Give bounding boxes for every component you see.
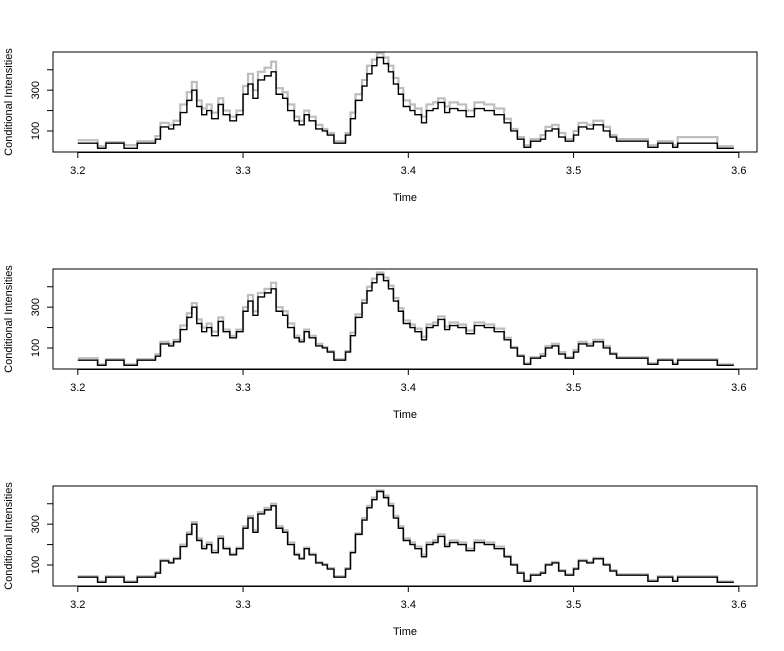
y-tick-label: 100: [30, 339, 42, 357]
y-tick-label: 300: [30, 298, 42, 316]
intensity-line: [77, 489, 734, 583]
x-tick-label: 3.5: [566, 165, 581, 177]
y-tick-label: 300: [30, 515, 42, 533]
intensity-line: [77, 56, 734, 150]
intensity-line: [77, 271, 734, 366]
x-tick-label: 3.6: [731, 382, 746, 394]
x-tick-label: 3.3: [235, 165, 250, 177]
x-tick-label: 3.3: [235, 599, 250, 611]
x-tick-label: 3.5: [566, 599, 581, 611]
x-axis-title: Time: [393, 626, 417, 638]
y-axis-title: Conditional Intensities: [3, 265, 15, 373]
x-tick-label: 3.6: [731, 599, 746, 611]
y-tick-label: 100: [30, 122, 42, 140]
x-tick-label: 3.2: [70, 382, 85, 394]
x-axis-title: Time: [393, 192, 417, 204]
y-axis-title: Conditional Intensities: [3, 482, 15, 590]
y-tick-label: 100: [30, 556, 42, 574]
plot-frame: [52, 485, 758, 587]
x-tick-label: 3.4: [401, 599, 416, 611]
y-tick-label: 300: [30, 81, 42, 99]
intensity-line: [77, 52, 734, 148]
x-tick-label: 3.4: [401, 382, 416, 394]
x-tick-label: 3.6: [731, 165, 746, 177]
intensity-line: [77, 273, 734, 367]
x-tick-label: 3.4: [401, 165, 416, 177]
x-axis-title: Time: [393, 409, 417, 421]
x-tick-label: 3.5: [566, 382, 581, 394]
y-axis-title: Conditional Intensities: [3, 48, 15, 156]
x-tick-label: 3.2: [70, 165, 85, 177]
x-tick-label: 3.2: [70, 599, 85, 611]
x-tick-label: 3.3: [235, 382, 250, 394]
intensity-line: [77, 490, 734, 584]
